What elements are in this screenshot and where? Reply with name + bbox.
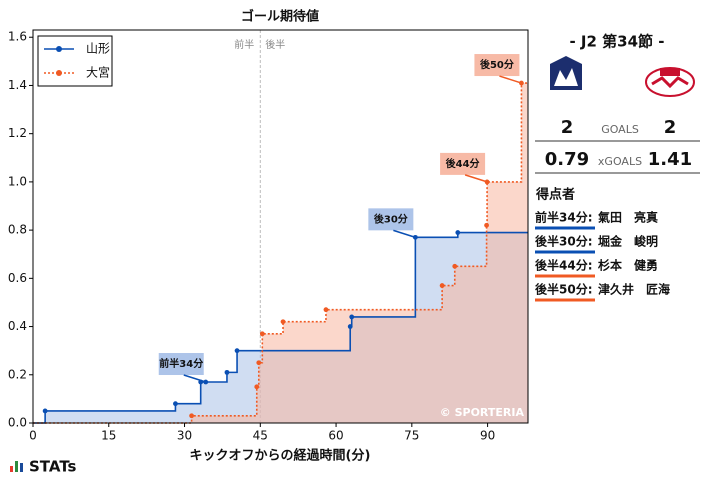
annotation-arrow bbox=[183, 374, 206, 383]
scorer-time: 後半30分: bbox=[535, 234, 593, 249]
y-tick-label: 0.4 bbox=[8, 319, 27, 333]
point bbox=[42, 408, 48, 414]
annotation: 後44分 bbox=[446, 157, 480, 170]
area bbox=[33, 83, 528, 424]
point bbox=[234, 348, 240, 354]
point bbox=[347, 324, 353, 329]
y-tick-label: 0.0 bbox=[8, 416, 27, 430]
chart-title: ゴール期待値 bbox=[241, 9, 319, 25]
scorer-name: 杉本 健勇 bbox=[598, 258, 658, 273]
x-tick-label: 75 bbox=[404, 429, 419, 443]
annotation-arrow bbox=[393, 229, 416, 239]
legend-label: 大宮 bbox=[86, 65, 110, 80]
point bbox=[280, 319, 286, 325]
scorer-name: 氣田 亮真 bbox=[598, 210, 658, 225]
scorer-name: 津久井 匠海 bbox=[598, 282, 670, 297]
annotation-box bbox=[474, 54, 520, 77]
brand-logo bbox=[10, 461, 23, 472]
half-label: 後半 bbox=[265, 38, 285, 51]
y-tick-label: 1.0 bbox=[8, 174, 27, 188]
x-tick-label: 90 bbox=[480, 429, 495, 443]
home-xg: 0.79 bbox=[545, 149, 589, 170]
x-tick-label: 60 bbox=[328, 429, 343, 443]
annotation-box bbox=[368, 208, 414, 231]
annotation-arrow bbox=[464, 174, 488, 183]
credit: © SPORTERIA bbox=[440, 406, 525, 419]
y-tick-label: 1.2 bbox=[8, 126, 27, 140]
point bbox=[259, 331, 265, 337]
point bbox=[452, 263, 458, 269]
logo-away bbox=[645, 67, 695, 97]
annotation: 後30分 bbox=[374, 212, 408, 225]
point bbox=[439, 283, 445, 288]
brand: STATs bbox=[29, 458, 77, 476]
point bbox=[323, 307, 329, 313]
scorers-title: 得点者 bbox=[535, 187, 575, 203]
y-tick-label: 0.6 bbox=[8, 271, 27, 285]
annotation: 前半34分 bbox=[159, 357, 203, 370]
annotation-box bbox=[158, 353, 204, 376]
point bbox=[254, 384, 260, 390]
scorer-time: 前半34分: bbox=[535, 210, 593, 225]
point bbox=[484, 222, 489, 228]
match-title: - J2 第34節 - bbox=[569, 33, 664, 51]
home-goals: 2 bbox=[561, 117, 574, 138]
away-xg: 1.41 bbox=[648, 149, 692, 170]
point bbox=[224, 369, 230, 375]
scorer-name: 堀金 峻明 bbox=[598, 234, 658, 249]
goals-label: GOALS bbox=[601, 123, 639, 136]
legend-marker bbox=[56, 70, 62, 76]
y-tick-label: 1.4 bbox=[8, 78, 27, 92]
half-label: 前半 bbox=[234, 38, 254, 51]
y-tick-label: 0.8 bbox=[8, 223, 27, 237]
y-tick-label: 1.6 bbox=[8, 30, 27, 44]
x-axis-label: キックオフからの経過時間(分) bbox=[190, 448, 371, 464]
step-line bbox=[33, 82, 528, 424]
annotation-box bbox=[440, 152, 486, 175]
away-goals: 2 bbox=[664, 117, 677, 138]
legend-marker bbox=[56, 46, 62, 52]
point bbox=[412, 234, 418, 240]
logo-home bbox=[550, 56, 582, 90]
plot-frame bbox=[32, 29, 529, 424]
scorer-time: 後半50分: bbox=[535, 282, 593, 297]
legend-label: 山形 bbox=[86, 42, 110, 56]
annotation-arrow bbox=[499, 75, 522, 84]
point bbox=[256, 360, 262, 366]
point bbox=[349, 314, 355, 320]
scorer-time: 後半44分: bbox=[535, 258, 593, 273]
y-tick-label: 0.2 bbox=[8, 367, 27, 381]
x-tick-label: 15 bbox=[101, 429, 116, 443]
step-line bbox=[33, 231, 528, 424]
point bbox=[484, 179, 490, 185]
x-tick-label: 0 bbox=[29, 429, 37, 443]
xgoals-label: xGOALS bbox=[598, 155, 642, 168]
x-tick-label: 45 bbox=[253, 429, 268, 443]
point bbox=[189, 413, 195, 419]
point bbox=[173, 401, 178, 407]
x-tick-label: 30 bbox=[177, 429, 192, 443]
point bbox=[455, 230, 461, 235]
legend-box bbox=[37, 35, 113, 87]
annotation: 後50分 bbox=[480, 58, 514, 71]
